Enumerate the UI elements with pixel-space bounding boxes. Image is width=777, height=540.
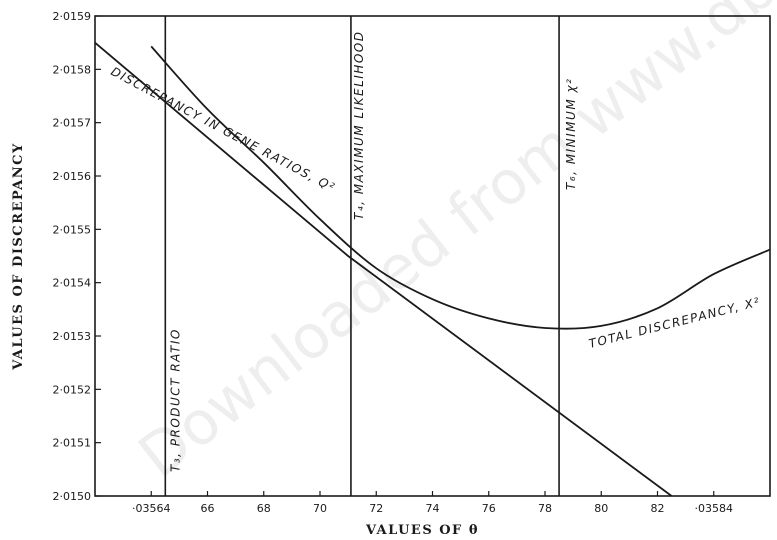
annotation-q-squared: DISCREPANCY IN GENE RATIOS, Q² [109,64,338,195]
y-tick-label: 2·0154 [53,277,92,290]
y-tick-label: 2·0157 [53,117,92,130]
y-tick-label: 2·0150 [53,490,92,503]
y-tick-label: 2·0159 [53,10,92,23]
x-tick-label: 66 [201,502,215,515]
vline-label: T₆, MINIMUM χ² [564,78,578,190]
x-tick-label: ·03584 [695,502,734,515]
vline-label: T₃, PRODUCT RATIO [168,328,182,472]
x-tick-label: 70 [313,502,327,515]
vline-label: T₄, MAXIMUM LIKELIHOOD [352,31,366,220]
y-tick-label: 2·0155 [53,223,92,236]
x-axis-title: VALUES OF θ [365,523,479,538]
watermark-text: Downloaded from www.dbraulibrary.org.in [126,0,777,492]
y-axis-title: VALUES OF DISCREPANCY [11,142,26,371]
y-tick-label: 2·0158 [53,63,92,76]
x-tick-label: 80 [594,502,608,515]
y-tick-label: 2·0152 [53,383,92,396]
x-tick-label: 74 [426,502,440,515]
x-tick-label: 82 [651,502,665,515]
series-x-squared-curve [150,45,771,330]
x-tick-label: 68 [257,502,271,515]
series-q-squared-line [94,42,673,497]
x-tick-label: ·03564 [132,502,171,515]
x-tick-label: 78 [538,502,552,515]
y-tick-label: 2·0156 [53,170,92,183]
x-tick-label: 72 [369,502,383,515]
x-tick-label: 76 [482,502,496,515]
y-tick-label: 2·0151 [53,437,92,450]
y-tick-label: 2·0153 [53,330,92,343]
